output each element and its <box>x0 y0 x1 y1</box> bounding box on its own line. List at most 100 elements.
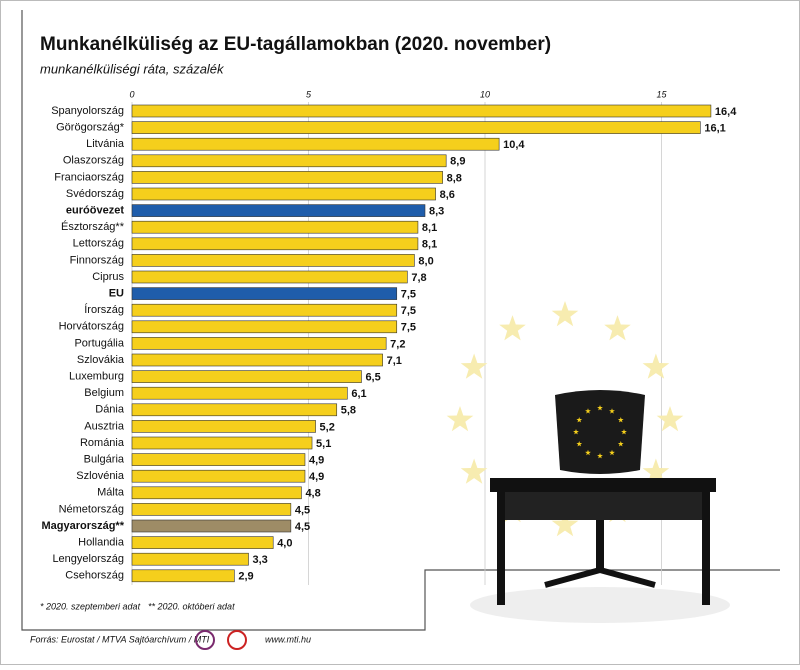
value-label: 16,1 <box>704 123 725 135</box>
bar <box>131 287 398 300</box>
logo <box>227 630 247 650</box>
value-label: 8,9 <box>450 156 465 168</box>
bar <box>131 204 426 217</box>
value-label: 7,2 <box>390 338 405 350</box>
value-label: 8,0 <box>418 255 433 267</box>
y-tick-label: Dánia <box>95 404 125 416</box>
y-tick-label: Németország <box>59 503 124 515</box>
value-label: 16,4 <box>715 106 737 118</box>
x-tick-label: 0 <box>129 89 134 99</box>
y-tick-label: Málta <box>97 487 125 499</box>
value-label: 8,6 <box>440 189 455 201</box>
star <box>446 406 474 432</box>
chart-subtitle: munkanélküliségi ráta, százalék <box>40 61 225 76</box>
bar <box>131 386 348 400</box>
value-label: 4,0 <box>277 538 292 550</box>
star <box>460 458 488 484</box>
y-tick-label: Görögország* <box>56 122 125 134</box>
chart-title: Munkanélküliség az EU-tagállamokban (202… <box>40 34 551 55</box>
value-label: 4,5 <box>295 521 310 533</box>
value-label: 8,1 <box>422 222 437 234</box>
footnote: ** 2020. októberi adat <box>148 601 235 611</box>
value-label: 8,1 <box>422 239 437 251</box>
y-tick-label: Szlovákia <box>77 354 125 366</box>
desk-drawer <box>505 492 702 520</box>
value-label: 5,2 <box>320 421 335 433</box>
footnote: * 2020. szeptemberi adat <box>40 601 141 611</box>
chart-border <box>21 10 780 631</box>
value-label: 2,9 <box>238 571 253 583</box>
illustration <box>470 390 730 623</box>
y-tick-label: Magyarország** <box>41 520 124 532</box>
bar <box>131 436 313 450</box>
y-tick-label: Románia <box>80 437 125 449</box>
y-tick-label: Ciprus <box>92 271 124 283</box>
star <box>460 353 488 379</box>
star <box>576 417 583 423</box>
bar <box>131 303 398 317</box>
y-tick-label: Horvátország <box>59 321 124 333</box>
shadow <box>470 587 730 623</box>
y-tick-label: Finnország <box>70 254 124 266</box>
bar <box>131 569 235 583</box>
desk-leg <box>497 492 505 605</box>
star <box>573 429 579 435</box>
y-tick-label: Írország <box>84 303 124 316</box>
bar <box>131 237 419 251</box>
star <box>642 353 670 379</box>
star <box>585 408 591 414</box>
bar <box>131 337 387 350</box>
website: www.mti.hu <box>265 634 311 644</box>
bar <box>131 453 306 466</box>
y-tick-label: Franciaország <box>54 171 124 183</box>
bar <box>131 220 419 234</box>
y-tick-label: Ausztria <box>84 420 125 432</box>
star <box>551 511 579 537</box>
y-tick-label: Lengyelország <box>52 553 124 565</box>
bar <box>131 503 292 516</box>
value-label: 4,8 <box>305 488 320 500</box>
value-label: 7,5 <box>401 322 416 334</box>
star <box>551 301 579 327</box>
x-tick-label: 5 <box>306 89 312 99</box>
y-tick-label: Olaszország <box>63 155 124 167</box>
bar <box>131 270 408 284</box>
y-tick-label: Spanyolország <box>51 105 124 117</box>
value-label: 10,4 <box>503 139 525 151</box>
desk-top <box>490 478 716 492</box>
y-tick-label: Szlovénia <box>76 470 125 482</box>
value-label: 5,1 <box>316 438 331 450</box>
x-tick-label: 10 <box>480 89 490 99</box>
star <box>576 441 583 447</box>
bar <box>131 469 306 483</box>
source: Forrás: Eurostat / MTVA Sajtóarchívum / … <box>30 634 210 644</box>
bar <box>131 171 443 184</box>
bar <box>131 320 398 334</box>
bar <box>131 187 436 201</box>
chair-base <box>544 566 656 588</box>
bar <box>131 254 415 267</box>
value-label: 7,5 <box>401 289 416 301</box>
value-label: 4,5 <box>295 504 310 516</box>
star <box>597 453 603 459</box>
bar <box>131 104 712 118</box>
chair-post <box>596 520 604 570</box>
star <box>499 315 526 341</box>
star <box>617 417 624 423</box>
value-label: 8,8 <box>447 172 462 184</box>
y-tick-label: Portugália <box>74 337 124 349</box>
value-label: 8,3 <box>429 206 444 218</box>
bar <box>131 420 316 433</box>
y-tick-label: EU <box>109 288 124 300</box>
y-tick-label: Csehország <box>65 570 124 582</box>
y-tick-label: Litvánia <box>86 138 125 150</box>
y-tick-label: Észtország** <box>61 220 125 233</box>
y-tick-label: Bulgária <box>84 454 125 466</box>
star <box>617 441 624 447</box>
bar <box>131 536 274 549</box>
y-tick-label: Hollandia <box>78 537 125 549</box>
bar <box>131 552 249 566</box>
bar <box>131 370 362 383</box>
star <box>585 449 591 456</box>
value-label: 4,9 <box>309 455 324 467</box>
